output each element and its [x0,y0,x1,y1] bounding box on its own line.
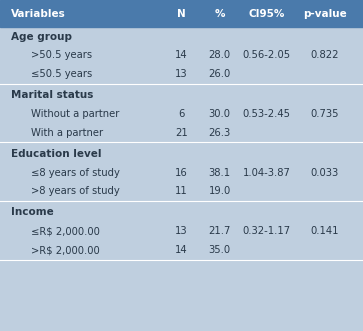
Text: 0.53-2.45: 0.53-2.45 [243,109,291,119]
Text: N: N [177,9,186,19]
Text: ≤8 years of study: ≤8 years of study [31,167,120,178]
Text: ≤R$ 2,000.00: ≤R$ 2,000.00 [31,226,100,236]
Bar [0,27,363,46]
Bar [0,163,363,182]
Text: >R$ 2,000.00: >R$ 2,000.00 [31,245,99,255]
Bar [0,86,363,105]
Bar [0,241,363,260]
Text: 0.32-1.17: 0.32-1.17 [243,226,291,236]
Text: Variables: Variables [11,9,66,19]
Bar [0,105,363,123]
Text: 19.0: 19.0 [208,186,231,197]
Text: 26.0: 26.0 [208,69,231,79]
Text: 14: 14 [175,50,188,61]
Text: 21.7: 21.7 [208,226,231,236]
Text: 13: 13 [175,226,188,236]
Text: 0.822: 0.822 [311,50,339,61]
Text: 0.735: 0.735 [311,109,339,119]
Text: 26.3: 26.3 [208,128,231,138]
Bar [0,123,363,142]
Text: Age group: Age group [11,31,72,42]
Text: Without a partner: Without a partner [31,109,119,119]
Text: CI95%: CI95% [249,9,285,19]
Bar [0,203,363,222]
Text: 6: 6 [178,109,185,119]
Text: %: % [215,9,225,19]
Text: p-value: p-value [303,9,347,19]
Text: >50.5 years: >50.5 years [31,50,92,61]
Bar [0,65,363,84]
Text: 28.0: 28.0 [209,50,231,61]
Text: 13: 13 [175,69,188,79]
Text: 14: 14 [175,245,188,255]
Text: 11: 11 [175,186,188,197]
Text: Marital status: Marital status [11,90,93,100]
Text: 0.141: 0.141 [311,226,339,236]
Text: >8 years of study: >8 years of study [31,186,119,197]
Text: 21: 21 [175,128,188,138]
Bar [0,222,363,241]
Text: 35.0: 35.0 [209,245,231,255]
Bar [0,182,363,201]
Text: With a partner: With a partner [31,128,103,138]
Text: 1.04-3.87: 1.04-3.87 [243,167,291,178]
Text: Income: Income [11,207,54,217]
Text: 38.1: 38.1 [209,167,231,178]
Text: Education level: Education level [11,149,101,159]
Bar [0,0,363,27]
Bar [0,46,363,65]
Bar [0,144,363,163]
Text: 0.56-2.05: 0.56-2.05 [243,50,291,61]
Text: 0.033: 0.033 [311,167,339,178]
Text: ≤50.5 years: ≤50.5 years [31,69,92,79]
Text: 16: 16 [175,167,188,178]
Bar [0,260,363,331]
Text: 30.0: 30.0 [209,109,231,119]
